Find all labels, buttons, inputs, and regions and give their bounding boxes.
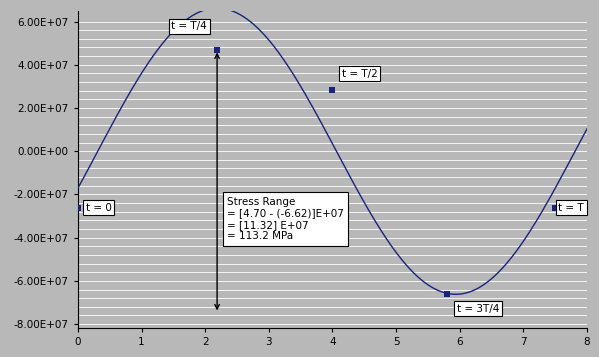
Text: t = 3T/4: t = 3T/4 [456, 303, 499, 313]
Text: Stress Range
= [4.70 - (-6.62)]E+07
= [11.32] E+07
= 113.2 MPa: Stress Range = [4.70 - (-6.62)]E+07 = [1… [228, 197, 344, 241]
Text: t = T: t = T [558, 203, 584, 213]
Text: t = T/4: t = T/4 [171, 21, 207, 31]
Text: t = T/2: t = T/2 [342, 69, 378, 79]
Text: t = 0: t = 0 [86, 203, 111, 213]
